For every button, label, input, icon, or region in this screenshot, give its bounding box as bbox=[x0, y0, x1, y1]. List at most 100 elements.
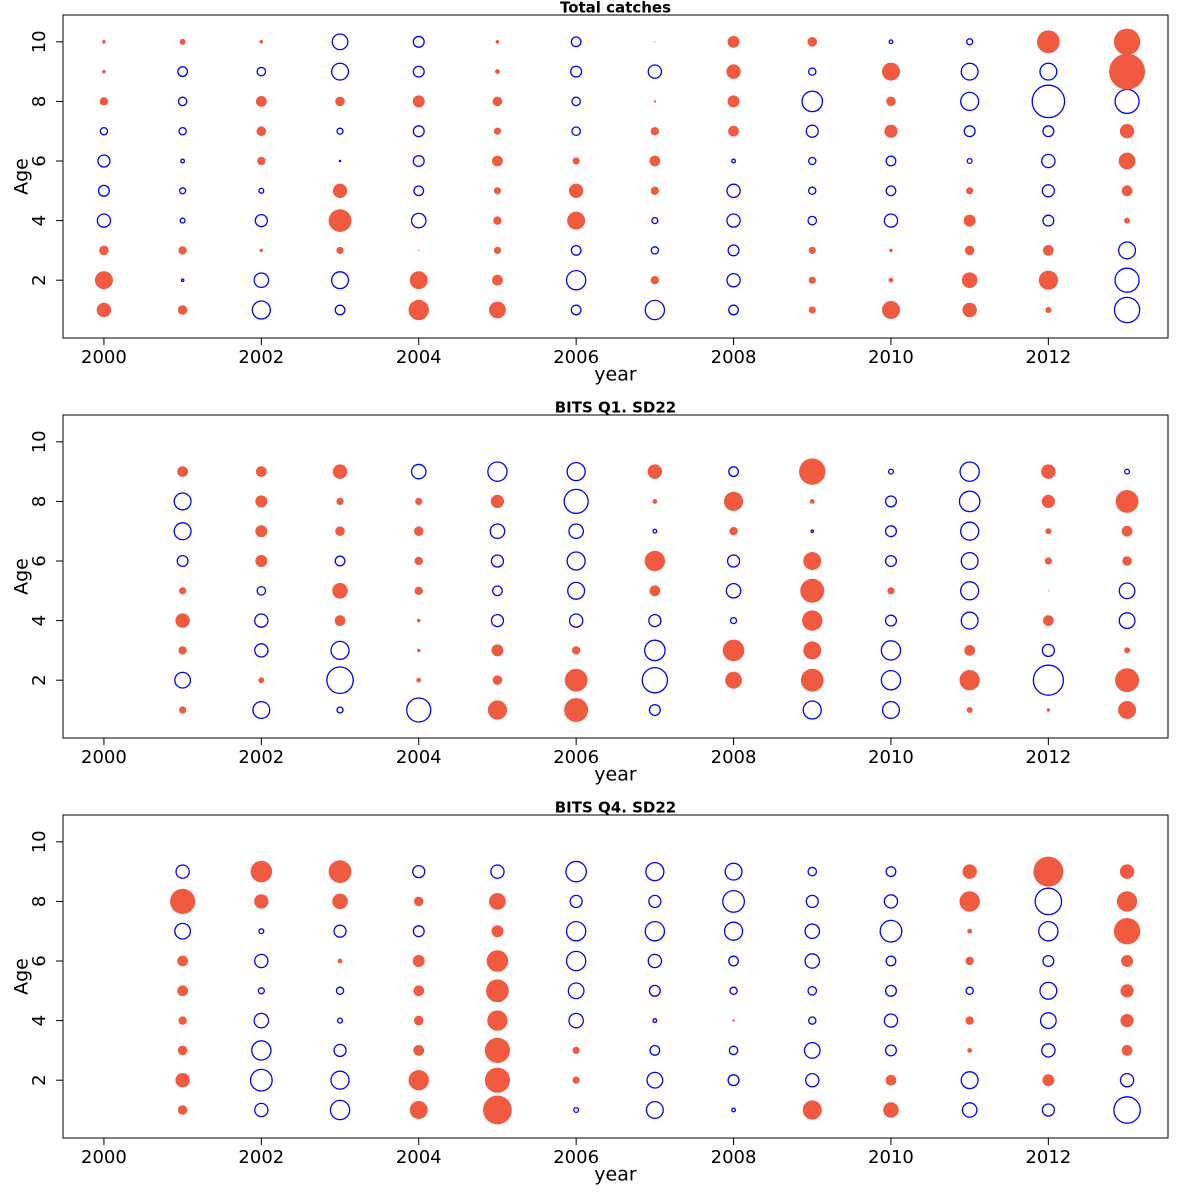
bubble bbox=[336, 127, 344, 135]
bubble bbox=[650, 246, 660, 255]
bubble bbox=[810, 529, 815, 534]
bubble bbox=[412, 125, 425, 138]
bubble bbox=[1115, 668, 1140, 693]
bubble bbox=[414, 586, 423, 596]
y-axis-label: Age bbox=[11, 558, 33, 595]
bubble bbox=[804, 923, 821, 940]
bubble bbox=[731, 1107, 737, 1113]
x-tick-label: 2000 bbox=[81, 747, 127, 768]
bubble bbox=[960, 1071, 979, 1090]
bubble bbox=[641, 666, 669, 694]
y-tick-label: 8 bbox=[29, 496, 50, 507]
bubble bbox=[886, 96, 896, 107]
bubble bbox=[336, 497, 344, 506]
bubble bbox=[570, 36, 582, 48]
bubble bbox=[728, 466, 740, 478]
bubble bbox=[178, 646, 187, 655]
bubble bbox=[490, 613, 505, 628]
x-axis-label: year bbox=[594, 764, 637, 786]
x-tick-label: 2012 bbox=[1025, 1147, 1071, 1168]
bubble bbox=[965, 1016, 974, 1025]
bubble bbox=[330, 640, 350, 661]
bubble bbox=[887, 468, 895, 475]
bubble bbox=[885, 185, 897, 197]
bubble bbox=[257, 156, 266, 166]
bubble bbox=[728, 1045, 739, 1056]
bubble bbox=[800, 668, 824, 692]
bubble bbox=[728, 125, 739, 137]
bubble bbox=[570, 304, 582, 316]
bubble bbox=[805, 124, 819, 138]
bubble bbox=[571, 126, 581, 137]
bubble bbox=[960, 521, 980, 541]
bubble bbox=[174, 922, 192, 940]
bubble bbox=[180, 278, 185, 283]
bubble bbox=[804, 953, 821, 969]
bubble bbox=[409, 271, 428, 290]
bubble bbox=[1042, 1074, 1055, 1087]
bubble bbox=[881, 300, 900, 319]
bubble bbox=[332, 893, 348, 910]
bubble bbox=[884, 495, 898, 508]
bubble bbox=[253, 1012, 270, 1029]
bubble bbox=[492, 155, 503, 167]
bubble bbox=[102, 40, 106, 44]
bubble bbox=[647, 64, 663, 79]
bubble bbox=[254, 213, 268, 228]
bubble bbox=[964, 644, 976, 656]
bubble bbox=[410, 463, 427, 480]
bubble bbox=[959, 461, 980, 482]
bubble bbox=[807, 866, 818, 877]
bubble bbox=[334, 555, 346, 567]
bubble bbox=[644, 639, 666, 662]
bubble bbox=[726, 213, 741, 228]
bubble bbox=[966, 187, 974, 195]
bubble bbox=[1115, 490, 1139, 513]
bubble bbox=[650, 275, 660, 285]
bubble bbox=[567, 581, 586, 600]
bubble bbox=[965, 956, 974, 966]
y-tick-label: 6 bbox=[29, 955, 50, 966]
bubble bbox=[571, 646, 581, 655]
x-tick-label: 2002 bbox=[238, 347, 284, 368]
x-tick-label: 2004 bbox=[396, 347, 442, 368]
bubble bbox=[1124, 217, 1131, 224]
bubble bbox=[648, 984, 661, 997]
bubble bbox=[413, 1044, 425, 1056]
bubble bbox=[174, 671, 192, 689]
bubble bbox=[572, 1076, 580, 1084]
bubble bbox=[170, 888, 196, 915]
bubble bbox=[492, 274, 503, 286]
bubble bbox=[802, 610, 823, 631]
bubble bbox=[884, 525, 898, 538]
plot-frame bbox=[62, 414, 1169, 739]
bubble bbox=[178, 1016, 187, 1025]
bubble bbox=[1042, 954, 1055, 968]
bubble bbox=[726, 183, 741, 199]
bubble bbox=[413, 896, 424, 907]
bubble bbox=[177, 466, 189, 478]
bubble bbox=[723, 491, 744, 512]
bubble bbox=[330, 271, 350, 290]
bubble bbox=[329, 1099, 351, 1121]
bubble bbox=[963, 125, 976, 138]
bubble bbox=[1119, 1072, 1135, 1088]
bubble bbox=[567, 982, 585, 1000]
bubble bbox=[416, 648, 421, 653]
bubble bbox=[885, 955, 897, 967]
bubble bbox=[1036, 30, 1060, 54]
bubble bbox=[412, 95, 425, 108]
bubble bbox=[722, 639, 745, 662]
x-tick-label: 2008 bbox=[711, 747, 757, 768]
bubble bbox=[486, 979, 509, 1003]
bubble bbox=[808, 306, 816, 314]
bubble bbox=[884, 1044, 898, 1057]
bubble bbox=[179, 706, 187, 714]
bubble bbox=[726, 272, 741, 288]
bubble bbox=[732, 1019, 735, 1022]
bubble bbox=[175, 1072, 190, 1088]
bubble bbox=[1045, 306, 1052, 313]
bubble bbox=[483, 1095, 512, 1125]
bubble bbox=[1034, 887, 1063, 916]
